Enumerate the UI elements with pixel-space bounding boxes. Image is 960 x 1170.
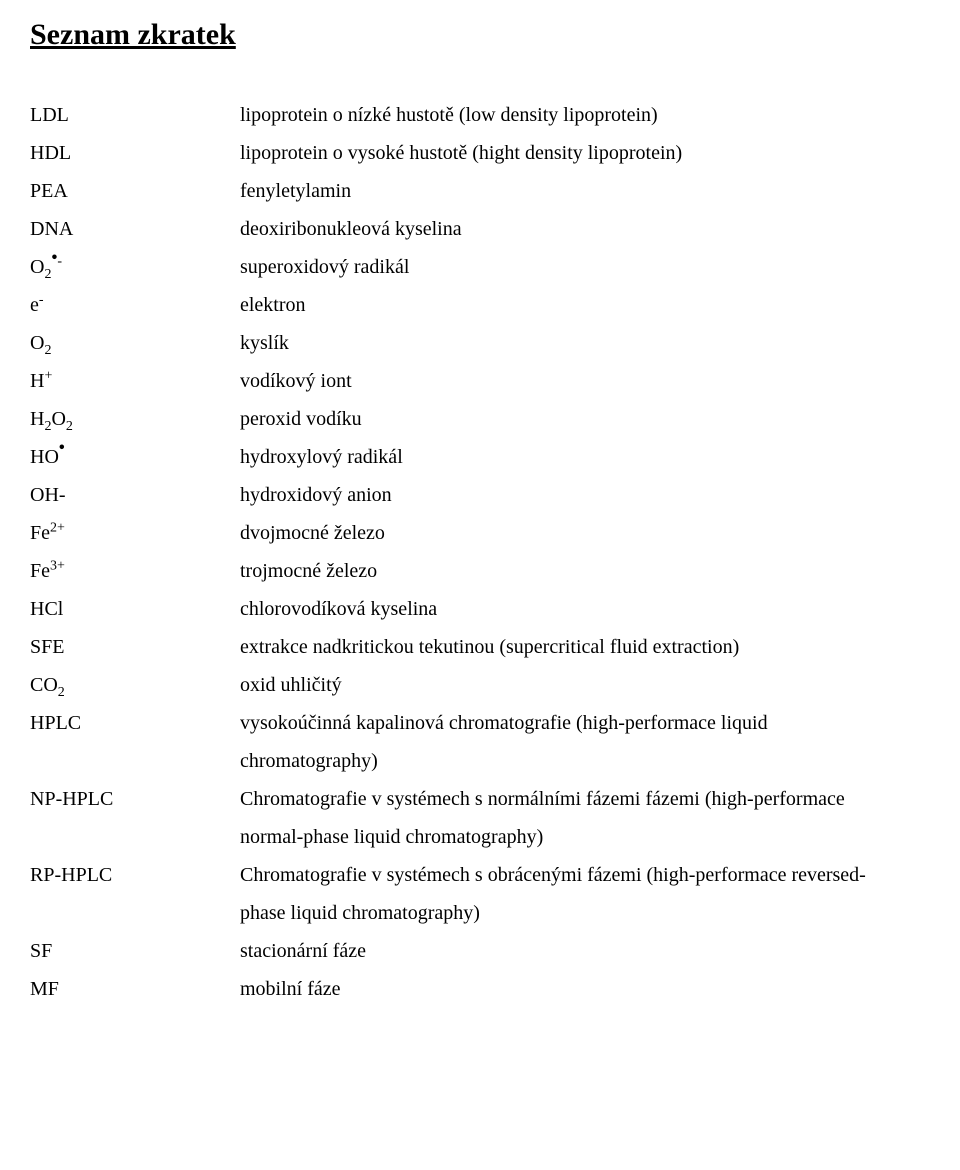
abbr-definition: chlorovodíková kyselina — [240, 590, 930, 628]
abbr-term: HO• — [30, 438, 240, 476]
abbr-definition: oxid uhličitý — [240, 666, 930, 704]
abbr-row: OH-hydroxidový anion — [30, 476, 930, 514]
abbr-definition: elektron — [240, 286, 930, 324]
abbr-definition: kyslík — [240, 324, 930, 362]
abbr-term: O2 — [30, 324, 240, 362]
abbr-definition: trojmocné železo — [240, 552, 930, 590]
abbr-row: PEAfenyletylamin — [30, 172, 930, 210]
abbr-term: e- — [30, 286, 240, 324]
abbr-row: HO•hydroxylový radikál — [30, 438, 930, 476]
abbr-row: O2•-superoxidový radikál — [30, 248, 930, 286]
abbr-term: LDL — [30, 96, 240, 134]
abbr-term: HDL — [30, 134, 240, 172]
abbr-term: H+ — [30, 362, 240, 400]
abbr-row: RP-HPLCChromatografie v systémech s obrá… — [30, 856, 930, 932]
abbr-row: O2kyslík — [30, 324, 930, 362]
abbr-row: H2O2peroxid vodíku — [30, 400, 930, 438]
abbr-definition: stacionární fáze — [240, 932, 930, 970]
abbr-definition: lipoprotein o nízké hustotě (low density… — [240, 96, 930, 134]
abbr-definition: Chromatografie v systémech s normálními … — [240, 780, 930, 856]
abbr-term: HCl — [30, 590, 240, 628]
abbr-term: Fe2+ — [30, 514, 240, 552]
page-title: Seznam zkratek — [30, 18, 930, 52]
abbr-term: Fe3+ — [30, 552, 240, 590]
abbr-row: Fe3+trojmocné železo — [30, 552, 930, 590]
abbr-term: O2•- — [30, 248, 240, 286]
abbr-row: H+vodíkový iont — [30, 362, 930, 400]
abbr-term: DNA — [30, 210, 240, 248]
abbr-term: MF — [30, 970, 240, 1008]
abbr-definition: hydroxidový anion — [240, 476, 930, 514]
abbr-definition: vodíkový iont — [240, 362, 930, 400]
abbr-definition: mobilní fáze — [240, 970, 930, 1008]
abbr-row: Fe2+dvojmocné železo — [30, 514, 930, 552]
abbr-row: e-elektron — [30, 286, 930, 324]
abbr-definition: lipoprotein o vysoké hustotě (hight dens… — [240, 134, 930, 172]
abbr-row: NP-HPLCChromatografie v systémech s norm… — [30, 780, 930, 856]
abbr-row: MFmobilní fáze — [30, 970, 930, 1008]
abbr-definition: deoxiribonukleová kyselina — [240, 210, 930, 248]
abbr-definition: peroxid vodíku — [240, 400, 930, 438]
abbr-row: CO2oxid uhličitý — [30, 666, 930, 704]
abbr-definition: hydroxylový radikál — [240, 438, 930, 476]
abbreviation-list: LDLlipoprotein o nízké hustotě (low dens… — [30, 96, 930, 1008]
abbr-term: OH- — [30, 476, 240, 514]
abbr-term: SF — [30, 932, 240, 970]
document-page: Seznam zkratek LDLlipoprotein o nízké hu… — [0, 0, 960, 1038]
abbr-definition: superoxidový radikál — [240, 248, 930, 286]
abbr-definition-line2: normal-phase liquid chromatography) — [240, 818, 930, 856]
abbr-term: PEA — [30, 172, 240, 210]
abbr-definition: Chromatografie v systémech s obrácenými … — [240, 856, 930, 932]
abbr-row: DNAdeoxiribonukleová kyselina — [30, 210, 930, 248]
abbr-term: CO2 — [30, 666, 240, 704]
abbr-term: RP-HPLC — [30, 856, 240, 894]
abbr-definition: dvojmocné železo — [240, 514, 930, 552]
abbr-term: SFE — [30, 628, 240, 666]
abbr-row: SFEextrakce nadkritickou tekutinou (supe… — [30, 628, 930, 666]
abbr-row: SFstacionární fáze — [30, 932, 930, 970]
abbr-row: LDLlipoprotein o nízké hustotě (low dens… — [30, 96, 930, 134]
abbr-definition: extrakce nadkritickou tekutinou (supercr… — [240, 628, 930, 666]
abbr-term: H2O2 — [30, 400, 240, 438]
abbr-term: HPLC — [30, 704, 240, 742]
abbr-definition-line2: phase liquid chromatography) — [240, 894, 930, 932]
abbr-definition: fenyletylamin — [240, 172, 930, 210]
abbr-row: HClchlorovodíková kyselina — [30, 590, 930, 628]
abbr-definition-line2: chromatography) — [240, 742, 930, 780]
abbr-definition: vysokoúčinná kapalinová chromatografie (… — [240, 704, 930, 780]
abbr-row: HDLlipoprotein o vysoké hustotě (hight d… — [30, 134, 930, 172]
abbr-term: NP-HPLC — [30, 780, 240, 818]
abbr-row: HPLCvysokoúčinná kapalinová chromatograf… — [30, 704, 930, 780]
